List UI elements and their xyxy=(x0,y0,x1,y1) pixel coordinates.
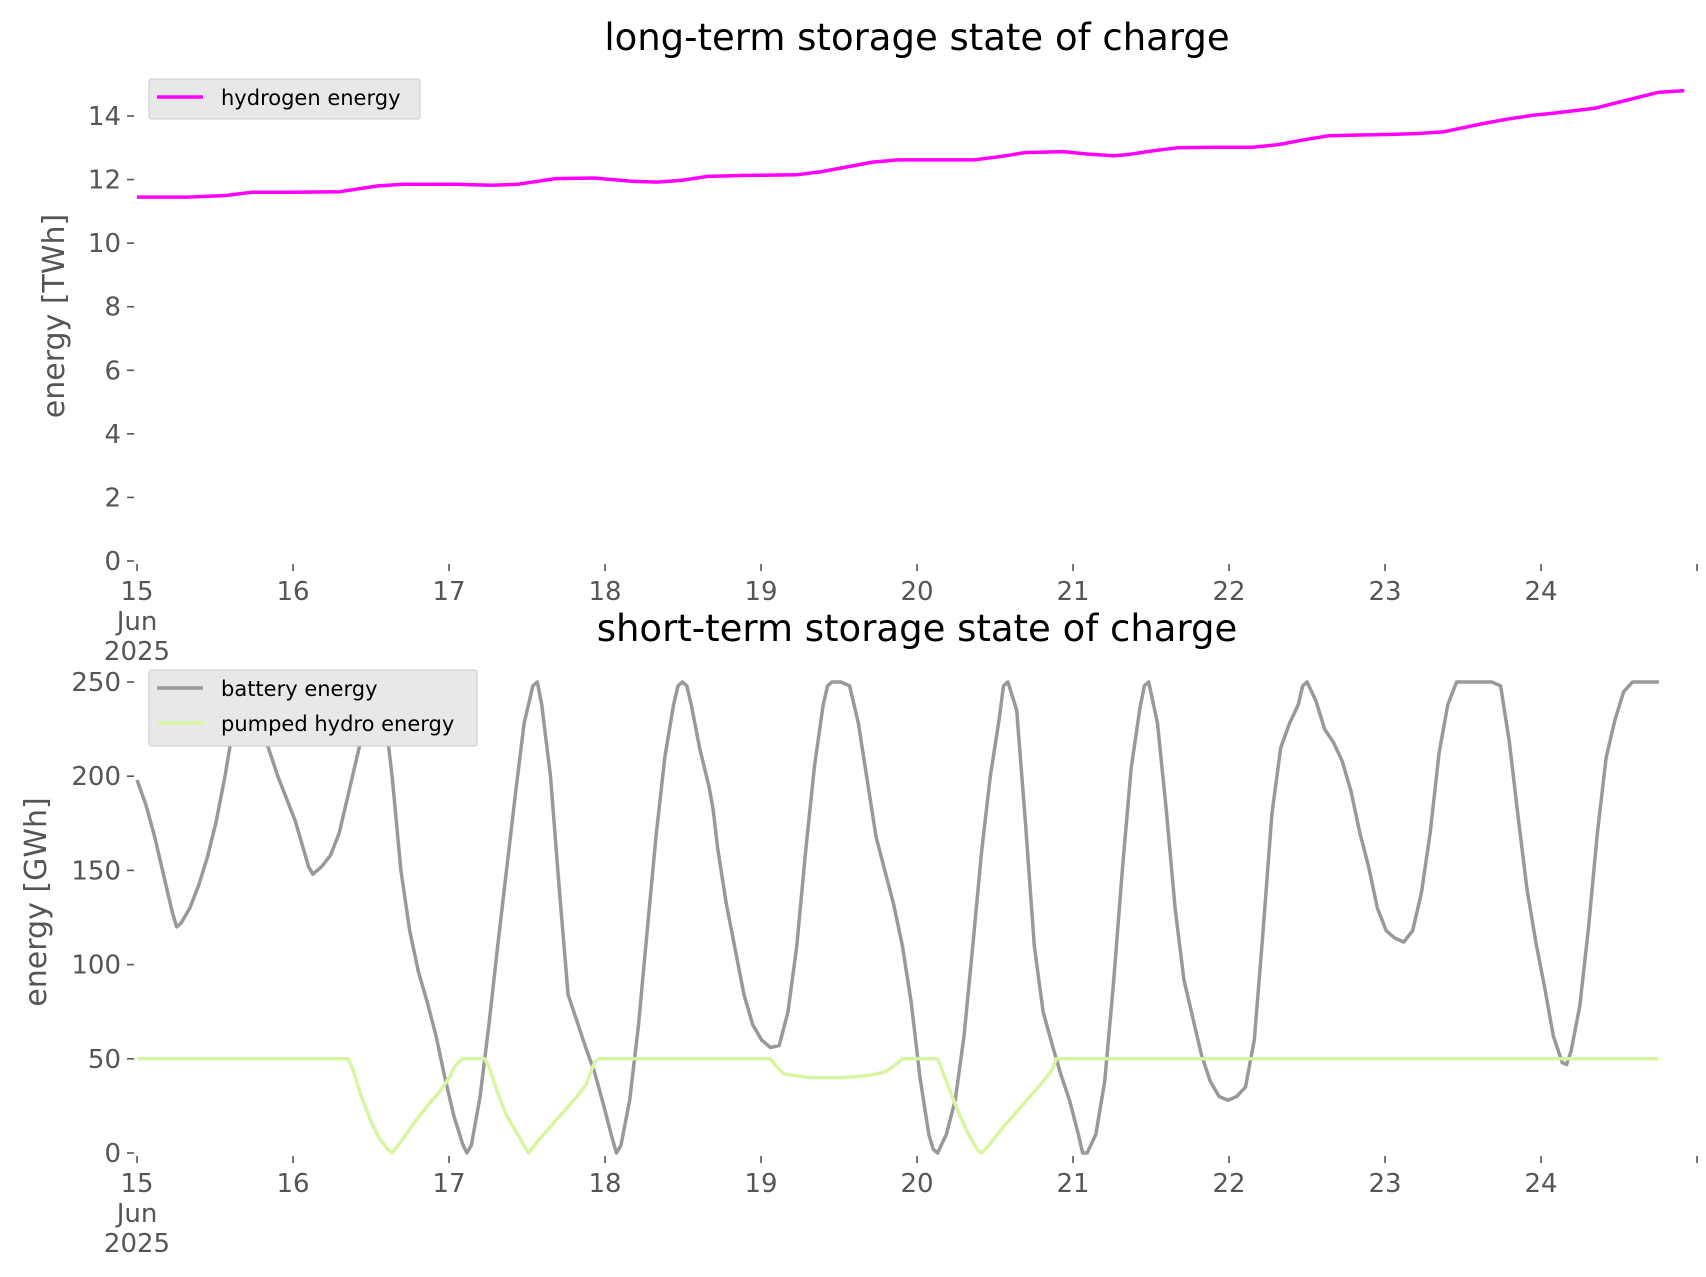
y-tick-label: 250 xyxy=(71,668,121,698)
legend-label-hydrogen: hydrogen energy xyxy=(221,86,401,110)
x-tick-label: 19 xyxy=(744,1169,777,1199)
legend-box xyxy=(148,669,478,747)
series-line-hydrogen-energy xyxy=(137,88,1685,199)
y-tick-label: 14 xyxy=(88,102,121,132)
x-tick-label: 21 xyxy=(1056,577,1089,607)
x-tick-label: 19 xyxy=(744,577,777,607)
x-tick-label: 15 Jun 2025 xyxy=(104,1169,170,1259)
x-tick-label: 20 xyxy=(900,577,933,607)
legend-box xyxy=(148,78,421,120)
chart-title: long-term storage state of charge xyxy=(604,16,1229,59)
y-tick-label: 50 xyxy=(88,1045,121,1075)
x-axis: 15 Jun 2025 16 17 18 19 20 21 22 23 24 xyxy=(104,1156,1698,1259)
y-tick-label: 6 xyxy=(104,356,121,386)
plot-area xyxy=(137,88,1685,199)
y-axis: 0 2 4 6 8 10 12 14 xyxy=(88,102,134,577)
y-tick-label: 4 xyxy=(104,420,121,450)
x-tick-label: 22 xyxy=(1212,577,1245,607)
y-tick-label: 100 xyxy=(71,951,121,981)
series-line-pumped-hydro-energy xyxy=(137,1057,1659,1155)
legend: battery energy pumped hydro energy xyxy=(148,669,478,747)
y-tick-label: 0 xyxy=(104,1139,121,1169)
y-tick-label: 2 xyxy=(104,483,121,513)
x-tick-label: 16 xyxy=(276,1169,309,1199)
series-line-battery-energy xyxy=(135,680,1659,1155)
x-tick-label: 17 xyxy=(432,1169,465,1199)
y-tick-label: 0 xyxy=(104,547,121,577)
y-tick-label: 10 xyxy=(88,229,121,259)
y-tick-label: 8 xyxy=(104,293,121,323)
x-tick-label: 16 xyxy=(276,577,309,607)
x-tick-label: 24 xyxy=(1524,1169,1557,1199)
y-axis-label: energy [GWh] xyxy=(19,797,54,1006)
long-term-chart: long-term storage state of charge energy… xyxy=(37,16,1698,667)
x-tick-label: 23 xyxy=(1368,1169,1401,1199)
y-tick-label: 200 xyxy=(71,762,121,792)
short-term-chart: short-term storage state of charge energ… xyxy=(19,607,1698,1259)
legend-label-pumped-hydro: pumped hydro energy xyxy=(221,712,454,736)
x-tick-label: 17 xyxy=(432,577,465,607)
x-axis: 15 Jun 2025 16 17 18 19 20 21 22 23 24 xyxy=(104,564,1698,667)
y-tick-label: 12 xyxy=(88,166,121,196)
legend-label-battery: battery energy xyxy=(221,677,378,701)
plot-area xyxy=(135,680,1659,1155)
x-tick-label: 20 xyxy=(900,1169,933,1199)
x-tick-label: 18 xyxy=(588,1169,621,1199)
legend: hydrogen energy xyxy=(148,78,421,120)
x-tick-label: 15 Jun 2025 xyxy=(104,577,170,667)
x-tick-label: 21 xyxy=(1056,1169,1089,1199)
chart-title: short-term storage state of charge xyxy=(597,607,1238,650)
x-tick-label: 23 xyxy=(1368,577,1401,607)
y-axis-label: energy [TWh] xyxy=(37,214,72,418)
x-tick-label: 18 xyxy=(588,577,621,607)
y-axis: 0 50 100 150 200 250 xyxy=(71,668,134,1169)
y-tick-label: 150 xyxy=(71,856,121,886)
x-tick-label: 22 xyxy=(1212,1169,1245,1199)
x-tick-label: 24 xyxy=(1524,577,1557,607)
